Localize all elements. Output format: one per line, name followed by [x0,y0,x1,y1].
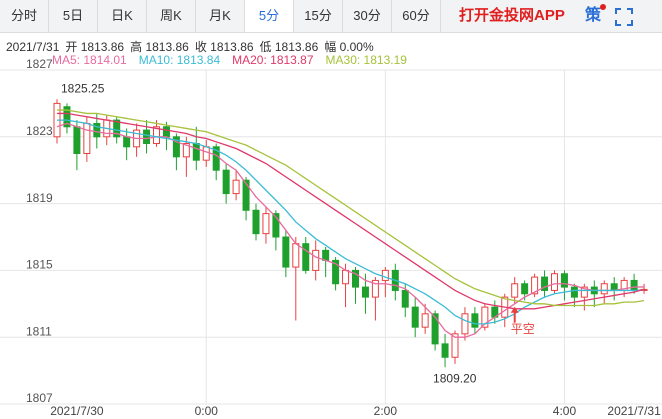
candle-body [560,273,568,288]
candle-body [630,279,638,291]
legend-entry: MA30: 1813.19 [326,53,408,67]
quote-field: 开 1813.86 [65,40,125,54]
x-tick-label: 0:00 [195,404,219,418]
candle-body [252,209,260,235]
candle-body [222,169,230,195]
candle-body [481,306,489,328]
candle-body [531,276,539,295]
tab[interactable]: 5日 [49,0,98,32]
x-tick-label: 2021/7/31 [607,404,661,418]
candle-body [511,283,519,298]
app-link[interactable]: 打开金投网APP [459,7,565,24]
candle-body [172,136,180,158]
tab[interactable]: 周K [147,0,196,32]
ma-line [57,109,645,307]
candle-body [441,343,449,358]
candle-body [332,259,340,285]
candle-body [431,313,439,345]
ma-line [57,112,645,310]
candle-body [262,213,270,235]
quote-field: 高 1813.86 [130,40,189,54]
x-tick-label: 4:00 [553,404,577,418]
candle-body [182,142,190,158]
candle-body [421,313,429,328]
candle-body [541,276,549,291]
candle-body [83,122,91,155]
candle-body [461,313,469,335]
candle-body [381,269,389,281]
candle-body [73,126,81,154]
candle-body [93,122,101,138]
badge [600,4,606,10]
candle-body [242,179,250,211]
candle-body [471,313,479,328]
strategy-icon[interactable]: 策 [585,0,633,32]
candle-body [143,129,151,144]
candle-body [202,146,210,161]
y-tick-label: 1827 [26,57,53,71]
candle-body [551,273,558,291]
candle-body [580,286,588,298]
tab[interactable]: 日K [98,0,147,32]
x-tick-label: 2021/7/30 [50,404,104,418]
candle-body [272,213,280,238]
signal-label: 平空 [511,322,535,336]
legend-entry: MA5: 1814.01 [52,53,127,67]
candle-body [371,279,379,298]
tab[interactable]: 5分 [245,0,294,32]
candle-body [302,243,310,271]
candle-body [282,236,290,268]
candle-body [411,306,419,328]
candle-body [153,126,160,144]
min-label: 1809.20 [433,371,477,385]
tab[interactable]: 60分 [392,0,441,32]
candle-body [162,126,170,138]
tab-bar: 分时 5日 日K 周K 月K 5分 15分 30分 60分 [0,0,662,33]
y-tick-label: 1823 [26,124,53,138]
candle-body [521,283,529,295]
icon-text[interactable]: 策 [585,7,602,24]
candle-body [192,142,200,161]
quote-info: 2021/7/31 开 1813.86 高 1813.86 收 1813.86 低 18… [6,38,380,55]
quote-field: 2021/7/31 [6,40,60,54]
tab[interactable]: 15分 [294,0,343,32]
quote-field: 低 1813.86 [259,40,319,54]
fullscreen-icon[interactable] [615,8,633,26]
quote-field: 收 1813.86 [194,40,254,54]
candle-body [451,333,459,358]
candle-body [401,289,409,308]
y-tick-label: 1811 [26,324,52,338]
candle-body [232,179,240,195]
candle-body [63,106,71,128]
legend-entry: MA10: 1813.84 [139,53,221,67]
ma-line [57,119,645,325]
candle-body [361,286,369,298]
candle-body [292,243,300,268]
tab[interactable]: 30分 [343,0,392,32]
legend-entry: MA20: 1813.87 [232,53,314,67]
tab[interactable]: 月K [196,0,245,32]
x-tick-label: 2:00 [374,404,398,418]
candle-body [600,283,608,295]
candle-body [322,249,330,261]
candle-body [352,269,359,288]
tab[interactable]: 分时 [0,0,49,32]
y-tick-label: 1807 [26,391,53,405]
candle-body [123,136,131,148]
y-tick-label: 1815 [26,258,53,272]
signal-arrow [510,306,519,323]
candle-body [342,269,350,285]
quote-field: 幅 0.00% [324,40,374,54]
candle-body [113,119,121,138]
max-label: 1825.25 [61,81,105,95]
candle-body [570,286,578,298]
y-tick-label: 1819 [26,191,53,205]
candle-body [312,249,320,271]
